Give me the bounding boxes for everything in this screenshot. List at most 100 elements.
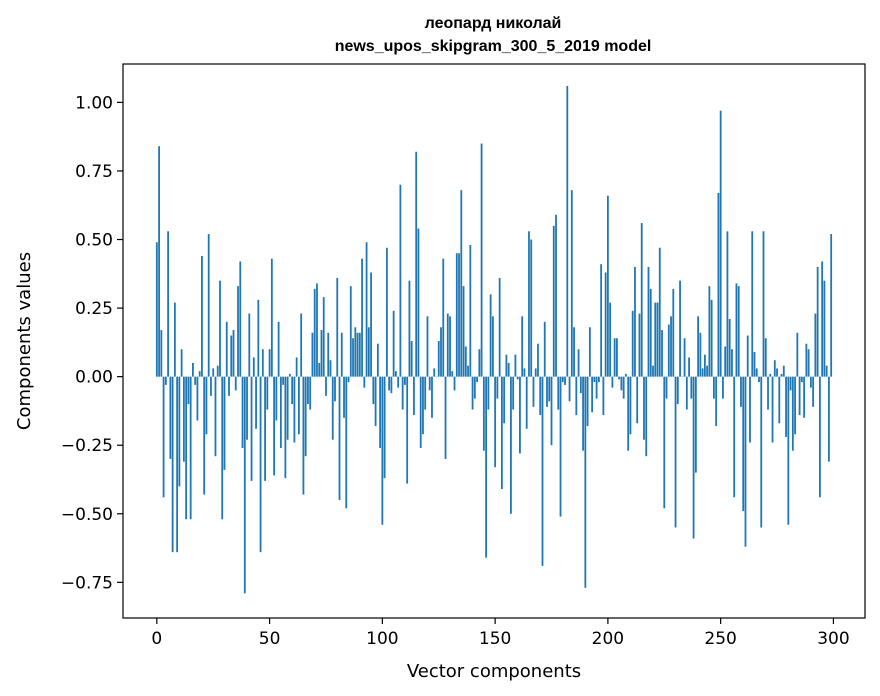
- bar: [618, 376, 621, 380]
- bar: [194, 376, 197, 385]
- bar: [814, 313, 817, 377]
- bar: [622, 376, 625, 399]
- bar: [568, 376, 571, 402]
- bar: [688, 357, 690, 377]
- bar: [155, 242, 158, 377]
- bar: [180, 349, 183, 377]
- bar: [491, 316, 494, 377]
- y-tick-label: 1.00: [75, 93, 113, 113]
- bar: [537, 343, 539, 377]
- bar: [261, 349, 264, 377]
- bar: [791, 376, 794, 451]
- bar: [575, 376, 578, 416]
- bar: [379, 376, 381, 448]
- bar: [458, 253, 460, 377]
- bar: [189, 376, 192, 520]
- bar: [521, 316, 524, 377]
- bar: [505, 354, 508, 377]
- bar: [753, 351, 756, 377]
- bar: [557, 376, 560, 410]
- bar: [401, 376, 404, 410]
- y-tick-label: 0.50: [75, 231, 113, 251]
- bar: [494, 376, 497, 468]
- bar: [755, 368, 758, 377]
- bar: [629, 376, 632, 435]
- y-tick-label: −0.75: [61, 573, 113, 593]
- bar: [370, 272, 372, 377]
- bar: [769, 373, 772, 377]
- bar: [566, 85, 569, 377]
- bar: [767, 376, 769, 410]
- bar: [652, 365, 654, 377]
- bar: [764, 338, 767, 377]
- bar: [674, 376, 677, 528]
- bar: [550, 376, 553, 446]
- bar: [503, 376, 506, 424]
- x-axis-label: Vector components: [407, 661, 581, 682]
- x-tick-label: 100: [366, 629, 398, 649]
- bar: [564, 376, 566, 385]
- bar: [451, 371, 454, 377]
- bar: [701, 368, 704, 377]
- bar: [679, 280, 681, 377]
- bar: [349, 286, 352, 377]
- bar: [160, 330, 163, 377]
- bar: [600, 264, 603, 377]
- x-tick-label: 150: [479, 629, 511, 649]
- y-axis-label: Components values: [14, 252, 35, 430]
- bar: [228, 376, 230, 396]
- bar: [372, 376, 375, 405]
- bar: [516, 376, 519, 380]
- bar: [223, 376, 226, 470]
- bar: [523, 368, 526, 377]
- bar: [708, 286, 711, 377]
- chart-title-line1: леопард николай: [425, 15, 562, 32]
- bar: [336, 277, 339, 377]
- bar: [787, 376, 790, 525]
- bar: [789, 376, 792, 391]
- bar: [611, 376, 614, 388]
- bar: [645, 376, 648, 457]
- bar: [431, 376, 433, 418]
- bar: [697, 316, 699, 377]
- bar: [325, 376, 327, 396]
- bar: [214, 376, 217, 457]
- bar: [778, 376, 781, 424]
- bar: [259, 376, 262, 553]
- bar: [816, 266, 819, 377]
- bar: [358, 332, 361, 377]
- bar: [237, 286, 239, 377]
- y-tick-label: 0.25: [75, 299, 113, 319]
- bar: [543, 321, 546, 377]
- bar: [464, 346, 467, 377]
- bar: [455, 253, 458, 377]
- bar: [809, 376, 812, 388]
- bar: [417, 228, 420, 377]
- bar: [230, 335, 233, 377]
- bar: [514, 354, 517, 377]
- bar: [279, 376, 282, 448]
- bar: [187, 376, 190, 405]
- bar: [758, 376, 760, 383]
- x-axis-ticks: 0 50 100 150 200 250 300: [151, 618, 850, 649]
- x-tick-label: 50: [259, 629, 281, 649]
- bar: [334, 376, 336, 402]
- bar: [428, 376, 431, 391]
- bar: [593, 376, 596, 383]
- bar: [559, 376, 562, 517]
- bar: [361, 258, 363, 377]
- bar: [539, 376, 542, 416]
- bar: [634, 266, 636, 377]
- bar: [374, 376, 377, 427]
- bar: [717, 192, 720, 377]
- bar: [586, 376, 589, 427]
- bar: [440, 327, 442, 377]
- bar: [182, 376, 185, 462]
- bar: [309, 376, 312, 410]
- bar: [821, 261, 824, 377]
- bar: [782, 365, 785, 377]
- bar: [444, 376, 447, 459]
- bar: [561, 376, 564, 383]
- bar: [699, 332, 702, 377]
- bar: [410, 341, 413, 377]
